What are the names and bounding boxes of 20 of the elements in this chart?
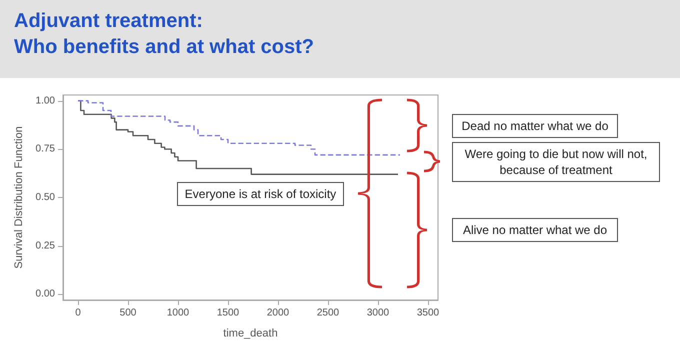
y-tick-label: 0.50 bbox=[36, 192, 56, 203]
x-axis-title: time_death bbox=[223, 328, 278, 340]
x-tick-label: 3500 bbox=[416, 308, 440, 318]
y-tick-label: 0.75 bbox=[36, 144, 56, 155]
x-tick-label: 2000 bbox=[266, 308, 290, 318]
y-tick-label: 0.00 bbox=[36, 288, 56, 300]
y-axis-title: Survival Distribution Function bbox=[13, 126, 26, 269]
y-tick-label: 0.25 bbox=[36, 240, 56, 252]
x-tick-label: 2500 bbox=[316, 308, 340, 318]
annotation: Everyone is at risk of toxicity bbox=[177, 182, 344, 206]
text: Alive no matter what we do bbox=[452, 218, 618, 242]
text: Were going to die but now will not, because of treatment bbox=[452, 142, 660, 182]
chart-title: Adjuvant treatment: Who benefits and at what cost? bbox=[14, 9, 314, 60]
x-tick-label: 500 bbox=[120, 308, 137, 318]
x-tick-label: 3000 bbox=[366, 308, 390, 318]
y-tick-label: 1.00 bbox=[36, 95, 56, 106]
x-tick-label: 0 bbox=[75, 308, 82, 318]
x-tick-label: 1000 bbox=[166, 308, 190, 318]
x-tick-label: 1500 bbox=[216, 308, 240, 318]
text: Dead no matter what we do bbox=[452, 114, 618, 138]
